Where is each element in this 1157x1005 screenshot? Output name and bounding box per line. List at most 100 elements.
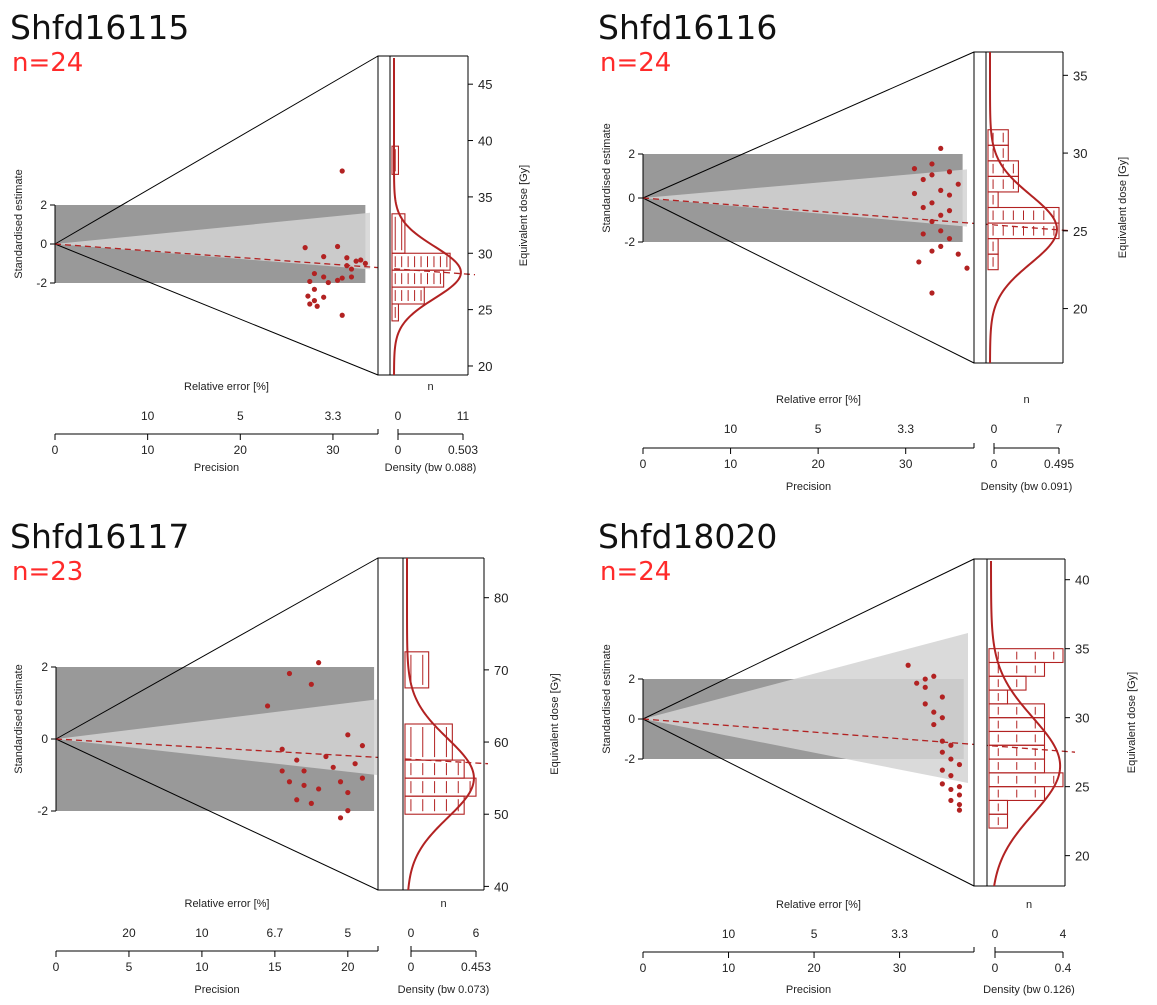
precision-tick-label: 0 xyxy=(640,961,647,975)
data-point xyxy=(955,181,961,187)
data-point xyxy=(922,701,928,707)
relative-error-tick-label: 5 xyxy=(811,927,818,941)
data-point xyxy=(321,294,327,300)
data-point xyxy=(939,715,945,721)
data-point xyxy=(929,290,935,296)
relative-error-tick-label: 5 xyxy=(815,422,822,436)
dose-axis-tick-label: 25 xyxy=(1073,224,1087,239)
relative-error-label: Relative error [%] xyxy=(185,898,270,910)
relative-error-tick-label: 6.7 xyxy=(267,926,284,940)
dose-axis-tick-label: 40 xyxy=(478,134,492,149)
precision-tick-label: 30 xyxy=(893,961,907,975)
data-point xyxy=(345,789,351,796)
precision-tick-label: 10 xyxy=(722,961,736,975)
data-point xyxy=(956,801,963,808)
panel-title: Shfd16116 xyxy=(598,8,778,47)
data-point xyxy=(348,266,355,272)
y-axis-label-standardised: Standardised estimate xyxy=(601,123,613,232)
histogram-bar-outline xyxy=(404,777,477,797)
data-point xyxy=(931,721,937,728)
data-point xyxy=(939,694,945,700)
data-point xyxy=(321,274,327,280)
data-point xyxy=(301,782,307,788)
data-point xyxy=(964,265,970,271)
std-axis-tick-label: 2 xyxy=(628,147,635,161)
data-point xyxy=(920,204,926,211)
kde-curve xyxy=(393,57,462,376)
n-axis-min-label: 0 xyxy=(395,409,402,423)
precision-tick-label: 10 xyxy=(141,443,155,457)
data-point xyxy=(946,208,953,214)
dose-axis-tick-label: 35 xyxy=(1075,642,1089,657)
data-point xyxy=(323,753,329,760)
relative-error-tick-label: 10 xyxy=(195,926,209,940)
density-max-label: 0.453 xyxy=(461,960,491,974)
histogram-bar xyxy=(987,191,999,209)
data-point xyxy=(339,275,345,281)
data-point xyxy=(302,245,308,251)
n-axis-min-label: 0 xyxy=(408,926,415,940)
data-point xyxy=(931,709,937,715)
std-axis-tick-label: 0 xyxy=(628,712,635,726)
data-point xyxy=(301,768,307,774)
kde-curve xyxy=(989,51,1058,364)
data-point xyxy=(916,259,922,265)
data-point xyxy=(956,761,963,768)
data-point xyxy=(362,260,368,267)
histogram-bar xyxy=(988,703,1046,719)
data-point xyxy=(345,732,351,738)
data-point xyxy=(307,301,313,307)
histogram-bar-outline xyxy=(987,129,1009,146)
data-point xyxy=(929,172,935,178)
central-value-band xyxy=(55,212,370,270)
data-point xyxy=(337,815,344,821)
std-axis-tick-label: 0 xyxy=(40,237,47,251)
histogram-bar xyxy=(391,145,400,175)
precision-axis-label: Precision xyxy=(194,984,239,996)
relative-error-tick-label: 5 xyxy=(237,409,244,423)
relative-error-tick-label: 3.3 xyxy=(891,927,908,941)
y-axis-label-equivalent-dose: Equivalent dose [Gy] xyxy=(1117,157,1129,259)
precision-tick-label: 10 xyxy=(195,960,209,974)
relative-error-tick-label: 10 xyxy=(141,409,155,423)
dose-axis-tick-label: 60 xyxy=(494,735,508,750)
relative-error-tick-label: 10 xyxy=(722,927,736,941)
central-value-band xyxy=(643,633,968,783)
sample-count-label: n=23 xyxy=(12,557,84,587)
precision-tick-label: 20 xyxy=(234,443,248,457)
data-point xyxy=(358,257,364,263)
std-axis-tick-label: -2 xyxy=(37,804,48,818)
histogram-bar xyxy=(988,799,1009,815)
data-point xyxy=(308,800,314,806)
data-point xyxy=(956,792,963,798)
dose-axis-tick-label: 20 xyxy=(1075,849,1089,864)
data-point xyxy=(939,767,945,773)
data-point xyxy=(311,286,318,292)
histogram-bar xyxy=(404,759,465,779)
n-axis-label: n xyxy=(427,381,433,393)
central-value-line xyxy=(642,197,1072,232)
data-point xyxy=(929,200,935,206)
data-point xyxy=(344,263,350,269)
data-point xyxy=(279,746,285,752)
lower-radial-line xyxy=(54,243,379,376)
data-point xyxy=(929,161,935,167)
histogram-bar xyxy=(988,648,1064,664)
data-point xyxy=(922,676,928,682)
data-point xyxy=(914,680,920,686)
dose-axis-tick-label: 30 xyxy=(478,246,492,261)
histogram-bar-outline xyxy=(988,772,1064,788)
data-point xyxy=(929,218,935,225)
panel-shfd16116: Shfd16116 n=24 20 25 30 35 Equivalent dose [… xyxy=(598,8,1143,498)
data-point xyxy=(939,738,945,744)
data-point xyxy=(911,166,918,172)
data-point xyxy=(939,781,945,787)
histogram-bar xyxy=(987,253,999,271)
relative-error-tick-label: 3.3 xyxy=(897,422,914,436)
radial-axis-bar xyxy=(377,55,391,376)
data-point xyxy=(359,743,366,749)
data-point xyxy=(345,808,351,814)
data-point xyxy=(348,274,355,280)
